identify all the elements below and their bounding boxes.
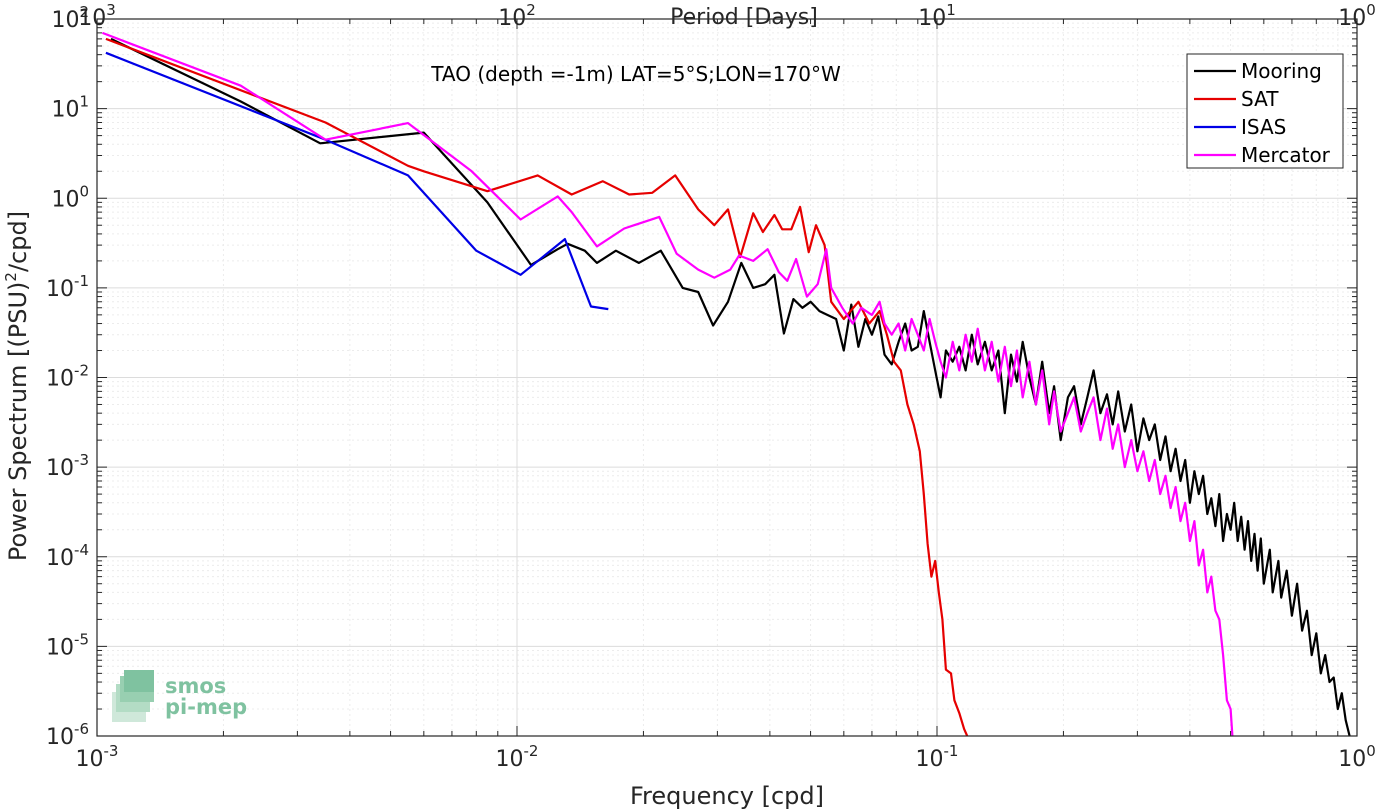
legend-box: [1186, 53, 1344, 169]
tick-exponent: 2: [79, 3, 89, 21]
plot-frame: [96, 18, 1358, 737]
tick-base: 10: [51, 98, 79, 123]
legend-label-mercator: Mercator: [1241, 143, 1331, 167]
y-label-superscript: 2: [2, 272, 20, 282]
tick-base: 10: [1338, 747, 1366, 772]
top-tick-label: 100: [1338, 1, 1376, 31]
tick-base: 10: [498, 6, 526, 31]
y-tick-label: 10-1: [46, 272, 89, 302]
tick-exponent: 1: [79, 93, 89, 111]
tick-base: 10: [51, 8, 79, 33]
y-tick-label: 10-6: [46, 720, 89, 750]
tick-exponent: -1: [74, 272, 89, 290]
tick-exponent: 0: [1366, 1, 1376, 19]
major-grid: [97, 19, 1357, 736]
tick-base: 10: [46, 456, 74, 481]
legend-label-sat: SAT: [1241, 87, 1279, 111]
tick-base: 10: [916, 747, 944, 772]
legend: Mooring SAT ISAS Mercator: [1186, 53, 1344, 169]
y-tick-label: 10-3: [46, 451, 89, 481]
tick-exponent: -1: [944, 742, 959, 760]
tick-exponent: -4: [74, 541, 89, 559]
y-tick-label: 10-5: [46, 630, 89, 660]
logo-line-1: smos: [165, 674, 226, 698]
smos-pi-mep-logo: smos pi-mep: [112, 670, 247, 722]
tick-base: 10: [51, 187, 79, 212]
tick-exponent: 3: [106, 1, 116, 19]
top-tick-label: 102: [498, 1, 536, 31]
logo-mark-icon: [112, 670, 154, 722]
y-tick-label: 101: [51, 93, 89, 123]
y-tick-label: 102: [51, 3, 89, 33]
tick-exponent: -5: [74, 630, 89, 648]
series-layer: [102, 31, 1351, 736]
tick-base: 10: [46, 725, 74, 750]
tick-base: 10: [46, 277, 74, 302]
logo-line-2: pi-mep: [165, 695, 247, 719]
series-line-sat: [105, 37, 969, 736]
top-tick-label: 101: [918, 1, 956, 31]
x-axis-label: Frequency [cpd]: [630, 782, 824, 809]
minor-grid: [97, 19, 1357, 736]
tick-exponent: -6: [74, 720, 89, 738]
tick-exponent: -2: [74, 362, 89, 380]
tick-base: 10: [46, 367, 74, 392]
tick-exponent: 1: [946, 1, 956, 19]
series-line-mercator: [102, 31, 1234, 736]
x-tick-label: 100: [1338, 742, 1376, 772]
top-tick-labels: 103 102 101 100: [78, 1, 1376, 31]
x-tick-label: 10-2: [496, 742, 539, 772]
x-tick-label: 10-3: [76, 742, 119, 772]
tick-base: 10: [46, 635, 74, 660]
tick-base: 10: [496, 747, 524, 772]
tick-exponent: -3: [104, 742, 119, 760]
tick-base: 10: [46, 546, 74, 571]
series-line-isas: [105, 51, 609, 311]
legend-label-isas: ISAS: [1241, 115, 1286, 139]
y-tick-label: 10-4: [46, 541, 89, 571]
top-axis-label: Period [Days]: [670, 5, 818, 30]
x-tick-label: 10-1: [916, 742, 959, 772]
tick-exponent: 0: [1366, 742, 1376, 760]
y-tick-label: 100: [51, 182, 89, 212]
tick-base: 10: [78, 6, 106, 31]
tick-exponent: 2: [526, 1, 536, 19]
legend-label-mooring: Mooring: [1241, 59, 1322, 83]
tick-base: 10: [76, 747, 104, 772]
y-tick-label: 10-2: [46, 362, 89, 392]
y-label-main: Power Spectrum [(PSU): [4, 282, 32, 561]
tick-exponent: 0: [79, 182, 89, 200]
top-tick-label: 103: [78, 1, 116, 31]
tick-exponent: -2: [524, 742, 539, 760]
x-tick-labels: 10-3 10-2 10-1 100: [76, 742, 1376, 772]
tick-base: 10: [918, 6, 946, 31]
y-axis-label: Power Spectrum [(PSU)2/cpd]: [2, 211, 32, 561]
tick-exponent: -3: [74, 451, 89, 469]
y-label-tail: /cpd]: [4, 211, 32, 272]
tick-base: 10: [1338, 6, 1366, 31]
chart-title: TAO (depth =-1m) LAT=5°S;LON=170°W: [430, 62, 841, 86]
